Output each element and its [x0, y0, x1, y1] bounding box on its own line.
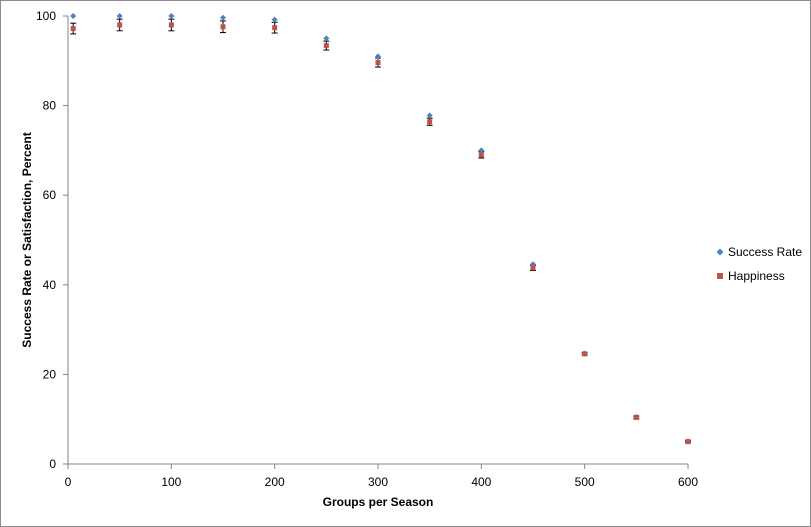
happiness-point	[530, 265, 536, 271]
legend-label-success-rate: Success Rate	[728, 245, 802, 259]
y-axis-title: Success Rate or Satisfaction, Percent	[20, 132, 34, 347]
happiness-point	[633, 414, 639, 420]
happiness-point	[70, 26, 76, 32]
happiness-point	[685, 439, 691, 445]
legend-marker-happiness	[717, 273, 723, 279]
y-tick-label: 0	[49, 457, 56, 471]
happiness-point	[323, 43, 329, 49]
x-tick-label: 500	[575, 475, 595, 489]
success-rate-point	[168, 13, 175, 19]
success-rate-point	[220, 14, 226, 21]
data-points	[70, 13, 691, 445]
legend-item-success-rate: Success Rate	[716, 245, 802, 259]
y-tick-label: 20	[43, 367, 57, 381]
legend-label-happiness: Happiness	[728, 269, 785, 283]
happiness-point	[427, 119, 433, 125]
axes	[67, 16, 688, 465]
x-tick-label: 400	[471, 475, 491, 489]
happiness-point	[220, 24, 226, 30]
error-bars	[70, 18, 691, 443]
happiness-point	[375, 60, 381, 66]
x-tick-label: 300	[368, 475, 388, 489]
x-tick-label: 200	[265, 475, 285, 489]
x-tick-label: 600	[678, 475, 698, 489]
legend: Success Rate Happiness	[716, 245, 802, 283]
y-tick-label: 100	[36, 9, 56, 23]
success-rate-point	[271, 16, 278, 23]
success-rate-point	[375, 53, 381, 60]
happiness-point	[117, 22, 123, 28]
legend-item-happiness: Happiness	[717, 269, 785, 283]
legend-marker-success-rate	[716, 248, 724, 256]
x-tick-label: 100	[161, 475, 181, 489]
success-rate-point	[70, 13, 77, 19]
y-tick-label: 40	[43, 278, 57, 292]
x-tick-label: 0	[65, 475, 72, 489]
happiness-point	[272, 25, 278, 31]
success-rate-point	[478, 147, 485, 154]
success-rate-point	[116, 13, 123, 19]
y-tick-label: 80	[43, 99, 57, 113]
success-rate-point	[323, 35, 330, 42]
happiness-point	[582, 351, 588, 357]
happiness-point	[478, 152, 484, 158]
x-axis-title: Groups per Season	[323, 495, 434, 509]
y-tick-label: 60	[43, 188, 57, 202]
axis-ticks: 0 100 200 300 400 500 600 0 20 40 60 80 100	[36, 9, 698, 489]
success-rate-point	[426, 112, 433, 119]
happiness-point	[168, 22, 174, 28]
